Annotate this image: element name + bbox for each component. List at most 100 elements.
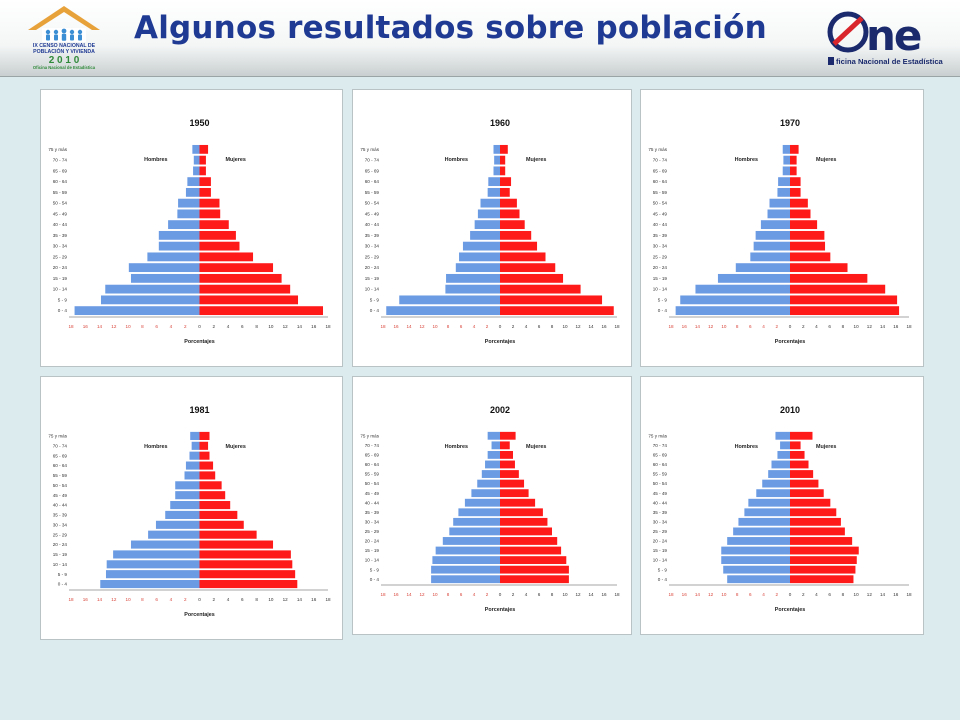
bar-hombres <box>491 441 500 450</box>
x-tick-label: 2 <box>512 324 515 329</box>
bar-hombres <box>155 520 200 529</box>
pyramid-panel-2002: 2002 0 - 4 5 - 9 10 - 14 15 - 19 20 - 24 25 - … <box>352 376 632 635</box>
bar-hombres <box>431 565 500 574</box>
age-group-label: 50 - 54 <box>653 481 668 486</box>
age-group-label: 60 - 64 <box>53 179 68 184</box>
x-tick-label: 2 <box>212 597 215 602</box>
x-tick-label: 18 <box>614 324 620 329</box>
x-tick-label: 4 <box>525 324 528 329</box>
x-tick-label: 6 <box>828 592 831 597</box>
bar-mujeres <box>199 580 298 589</box>
x-tick-label: 14 <box>97 324 103 329</box>
age-group-label: 10 - 14 <box>53 287 68 292</box>
x-tick-label: 18 <box>325 324 331 329</box>
x-tick-label: 2 <box>775 324 778 329</box>
x-tick-label: 18 <box>614 592 620 597</box>
x-tick-label: 4 <box>815 324 818 329</box>
bar-hombres <box>192 144 200 154</box>
legend-hombres: Hombres <box>445 157 468 163</box>
x-tick-label: 6 <box>538 592 541 597</box>
x-tick-label: 8 <box>842 592 845 597</box>
age-group-label: 0 - 4 <box>370 577 380 582</box>
x-tick-label: 2 <box>802 324 805 329</box>
bar-mujeres <box>500 209 520 219</box>
age-group-label: 50 - 54 <box>365 481 380 486</box>
x-tick-label: 16 <box>601 592 607 597</box>
x-tick-label: 12 <box>708 324 714 329</box>
bar-mujeres <box>500 306 614 316</box>
bar-hombres <box>158 241 200 251</box>
bar-mujeres <box>500 556 567 565</box>
bar-mujeres <box>500 220 525 230</box>
bar-hombres <box>493 166 500 176</box>
x-tick-label: 2 <box>775 592 778 597</box>
legend-hombres: Hombres <box>144 444 167 450</box>
bar-mujeres <box>500 263 556 273</box>
age-group-label: 20 - 24 <box>365 539 380 544</box>
age-group-label: 65 - 69 <box>53 453 68 458</box>
bar-hombres <box>177 209 200 219</box>
bar-mujeres <box>500 166 506 176</box>
x-tick-label: 10 <box>721 592 727 597</box>
bar-mujeres <box>790 144 799 154</box>
x-tick-label: 16 <box>893 324 899 329</box>
age-group-label: 20 - 24 <box>365 265 380 270</box>
age-group-label: 10 - 14 <box>53 562 68 567</box>
x-tick-label: 18 <box>380 592 386 597</box>
age-group-label: 30 - 34 <box>653 244 668 249</box>
legend-mujeres: Mujeres <box>226 157 246 163</box>
x-tick-label: 0 <box>198 324 201 329</box>
age-group-label: 45 - 49 <box>53 493 68 498</box>
age-group-label: 15 - 19 <box>53 552 68 557</box>
x-tick-label: 2 <box>184 597 187 602</box>
bar-hombres <box>193 155 200 165</box>
bar-hombres <box>191 441 200 450</box>
x-tick-label: 6 <box>749 592 752 597</box>
bar-hombres <box>782 144 790 154</box>
one-logo-caption: ficina Nacional de Estadística <box>836 57 944 66</box>
bar-hombres <box>778 177 790 187</box>
x-axis-label: Porcentajes <box>775 607 806 613</box>
bar-mujeres <box>790 252 831 262</box>
bar-mujeres <box>199 540 274 549</box>
bar-mujeres <box>790 155 797 165</box>
bar-mujeres <box>790 187 801 197</box>
x-tick-label: 16 <box>893 592 899 597</box>
bar-mujeres <box>500 517 548 526</box>
bar-hombres <box>113 550 200 559</box>
bar-hombres <box>449 527 500 536</box>
x-tick-label: 0 <box>198 597 201 602</box>
bar-mujeres <box>199 263 274 273</box>
age-group-label: 30 - 34 <box>365 244 380 249</box>
bar-mujeres <box>199 501 231 510</box>
bar-hombres <box>723 565 790 574</box>
bar-hombres <box>189 451 200 460</box>
bar-mujeres <box>199 510 238 519</box>
bar-hombres <box>105 570 200 579</box>
age-group-label: 45 - 49 <box>653 491 668 496</box>
age-group-label: 75 y más <box>48 434 67 439</box>
bar-hombres <box>777 450 790 459</box>
age-group-label: 65 - 69 <box>53 168 68 173</box>
bar-hombres <box>762 479 790 488</box>
bar-hombres <box>442 537 500 545</box>
x-tick-label: 6 <box>828 324 831 329</box>
bar-hombres <box>185 461 200 470</box>
age-group-label: 65 - 69 <box>365 453 380 458</box>
pyramid-panel-1950: 1950 0 - 4 5 - 9 10 - 14 15 - 19 20 - 24 25 - … <box>40 89 343 367</box>
bar-mujeres <box>199 550 291 559</box>
bar-hombres <box>748 498 790 507</box>
x-tick-label: 4 <box>170 324 173 329</box>
x-tick-label: 6 <box>460 324 463 329</box>
legend-hombres: Hombres <box>735 157 758 163</box>
age-group-label: 55 - 59 <box>365 472 380 477</box>
bar-mujeres <box>790 263 848 273</box>
bar-mujeres <box>790 241 826 251</box>
population-pyramid-2002: 2002 0 - 4 5 - 9 10 - 14 15 - 19 20 - 24 25 - … <box>360 405 620 613</box>
age-group-label: 0 - 4 <box>58 308 68 313</box>
x-tick-label: 16 <box>682 324 688 329</box>
x-tick-label: 4 <box>762 592 765 597</box>
age-group-label: 5 - 9 <box>658 567 668 572</box>
x-tick-label: 8 <box>255 597 258 602</box>
bar-mujeres <box>199 166 206 176</box>
